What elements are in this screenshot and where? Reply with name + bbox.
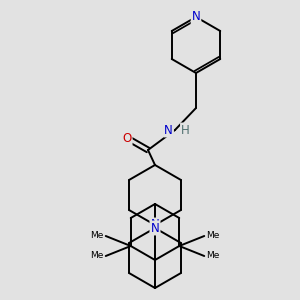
Text: Me: Me: [206, 232, 220, 241]
Text: O: O: [122, 131, 132, 145]
Text: N: N: [164, 124, 173, 136]
Text: Me: Me: [90, 251, 104, 260]
Text: N: N: [151, 218, 159, 232]
Text: Me: Me: [90, 232, 104, 241]
Text: H: H: [181, 124, 190, 136]
Text: N: N: [151, 221, 159, 235]
Text: Me: Me: [206, 251, 220, 260]
Text: N: N: [192, 11, 200, 23]
